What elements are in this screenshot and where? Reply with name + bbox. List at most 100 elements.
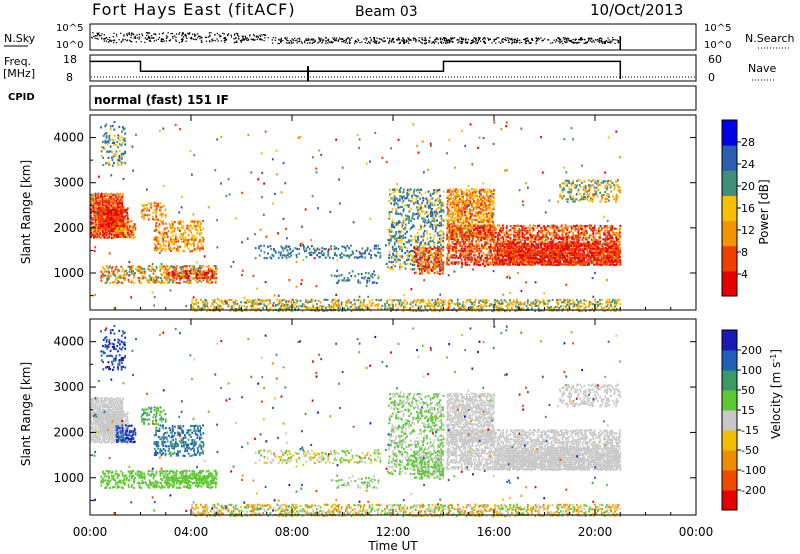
power-cell bbox=[127, 229, 129, 232]
power-cell bbox=[453, 203, 456, 206]
power-cell bbox=[494, 235, 497, 239]
power-cell bbox=[478, 247, 481, 250]
power-cell bbox=[480, 203, 482, 206]
power-cell bbox=[522, 232, 524, 235]
power-cell bbox=[484, 263, 487, 266]
power-cell bbox=[390, 256, 393, 259]
power-cell bbox=[392, 224, 395, 227]
nsky-point bbox=[571, 41, 573, 43]
power-cell bbox=[462, 223, 464, 226]
nsky-point bbox=[532, 39, 534, 41]
power-cell bbox=[96, 203, 99, 207]
power-cell bbox=[466, 238, 468, 242]
power-cell bbox=[118, 274, 121, 277]
power-cell bbox=[129, 235, 131, 238]
power-cell bbox=[423, 254, 426, 258]
nsky-point bbox=[474, 37, 476, 39]
power-cell bbox=[449, 216, 452, 219]
nsky-point bbox=[96, 32, 98, 34]
power-cell bbox=[483, 228, 486, 231]
power-cell bbox=[484, 212, 487, 216]
power-cell bbox=[465, 216, 468, 219]
power-cell bbox=[138, 269, 141, 272]
power-cell bbox=[458, 201, 461, 204]
power-cell bbox=[450, 222, 453, 226]
nsky-point bbox=[209, 35, 211, 37]
power-cell bbox=[163, 236, 165, 239]
power-cell bbox=[426, 251, 428, 254]
nsky-point bbox=[120, 32, 122, 34]
nsky-point bbox=[128, 32, 130, 34]
power-cell bbox=[100, 126, 102, 129]
power-cell bbox=[488, 220, 491, 223]
power-cell bbox=[428, 204, 430, 207]
power-cell bbox=[420, 235, 423, 238]
nsky-point bbox=[110, 40, 112, 42]
nsky-point bbox=[254, 39, 256, 41]
power-cell bbox=[101, 205, 104, 208]
power-cell bbox=[489, 247, 491, 250]
nsky-point bbox=[247, 38, 250, 40]
power-cell bbox=[466, 208, 468, 211]
power-cell bbox=[488, 232, 491, 235]
power-cell bbox=[478, 212, 480, 215]
power-cell bbox=[111, 150, 113, 154]
power-cell bbox=[119, 225, 122, 228]
power-cell bbox=[143, 272, 146, 275]
power-cell bbox=[459, 227, 461, 230]
power-cell bbox=[171, 226, 174, 230]
power-cell bbox=[118, 201, 121, 204]
nsky-point bbox=[536, 39, 538, 42]
power-cell bbox=[448, 197, 451, 200]
power-cell bbox=[418, 214, 421, 217]
power-cell bbox=[555, 232, 558, 235]
power-cell bbox=[431, 216, 434, 220]
power-cell bbox=[164, 240, 167, 243]
nsky-point bbox=[507, 41, 510, 43]
nsky-series bbox=[91, 32, 622, 50]
power-cell bbox=[464, 254, 467, 258]
nsky-point bbox=[222, 32, 224, 34]
power-cell bbox=[112, 164, 114, 167]
power-cell bbox=[189, 281, 192, 285]
power-cell bbox=[122, 152, 125, 155]
power-cell bbox=[579, 236, 582, 239]
power-cell bbox=[105, 216, 108, 219]
power-cell bbox=[391, 196, 394, 200]
nsky-point bbox=[535, 37, 537, 39]
power-cell bbox=[144, 213, 147, 216]
nsky-point bbox=[396, 39, 398, 41]
power-cell bbox=[391, 256, 394, 259]
nsky-point bbox=[487, 38, 490, 40]
power-cell bbox=[492, 214, 495, 217]
nsky-point bbox=[477, 39, 480, 41]
power-cell bbox=[118, 135, 121, 138]
power-cell bbox=[193, 247, 196, 251]
power-cell bbox=[106, 218, 109, 221]
power-cell bbox=[448, 251, 450, 254]
power-cell bbox=[415, 212, 418, 215]
power-cell bbox=[598, 230, 600, 233]
power-cell bbox=[99, 197, 102, 200]
power-cell bbox=[432, 268, 434, 271]
power-cell bbox=[467, 212, 470, 215]
power-cell bbox=[470, 193, 472, 196]
nsky-point bbox=[597, 40, 599, 43]
power-cell bbox=[189, 224, 192, 227]
power-cell bbox=[597, 239, 600, 242]
power-cell bbox=[285, 257, 288, 260]
power-cell bbox=[92, 226, 95, 229]
power-cell bbox=[112, 232, 114, 235]
power-cell bbox=[426, 260, 429, 263]
power-cell bbox=[435, 190, 437, 193]
nsky-point bbox=[531, 39, 533, 41]
power-cell bbox=[112, 198, 115, 201]
power-cell bbox=[114, 211, 116, 214]
power-cell bbox=[488, 188, 491, 191]
nsky-point bbox=[452, 41, 454, 43]
nsky-point bbox=[346, 37, 349, 40]
power-cell bbox=[141, 270, 144, 273]
power-cell bbox=[161, 265, 164, 268]
power-cell bbox=[455, 247, 457, 250]
power-cell bbox=[424, 256, 426, 259]
